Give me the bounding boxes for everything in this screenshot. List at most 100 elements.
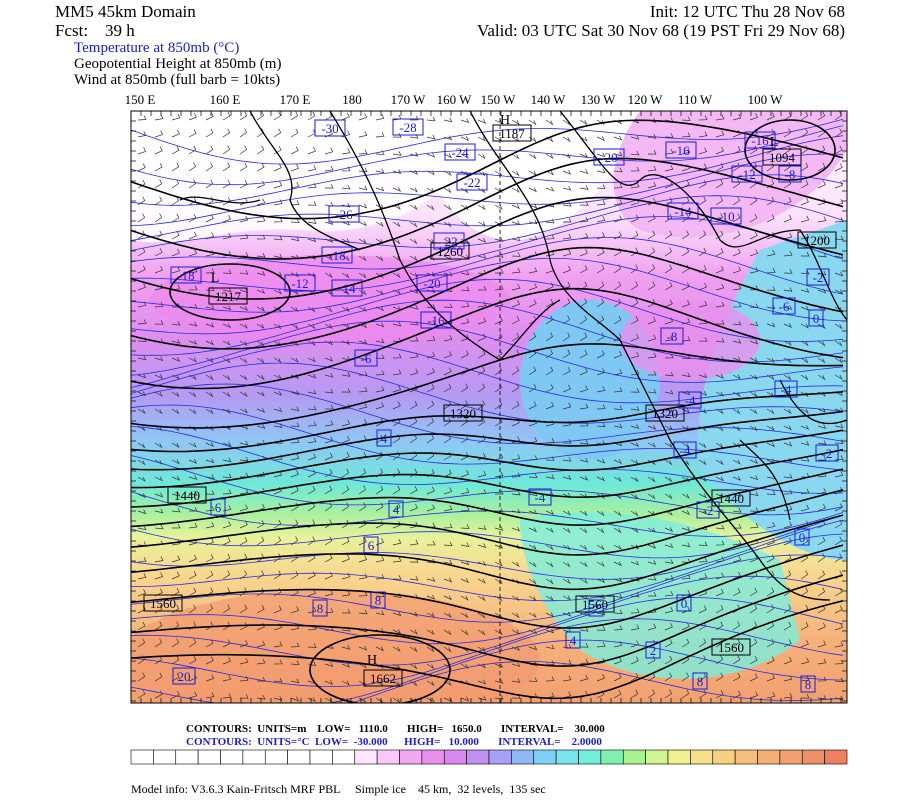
wind-barb xyxy=(443,351,452,359)
wind-barb xyxy=(205,179,214,189)
height-label: 1217 xyxy=(215,289,242,304)
wind-barb xyxy=(477,417,486,427)
wind-barb xyxy=(715,130,725,138)
wind-barb xyxy=(766,145,775,155)
wind-barb xyxy=(477,317,487,325)
temperature-label: -4 xyxy=(680,443,691,458)
wind-barb xyxy=(188,196,197,206)
wind-barb xyxy=(392,520,401,529)
wind-barb xyxy=(171,248,180,257)
wind-barb xyxy=(562,475,572,480)
wind-barb xyxy=(715,283,725,291)
wind-barb xyxy=(630,150,640,156)
wind-barb xyxy=(800,639,809,648)
wind-barb xyxy=(256,357,265,364)
wind-barb xyxy=(528,455,538,461)
wind-barb xyxy=(511,472,521,478)
wind-barb xyxy=(239,145,248,155)
wind-barb xyxy=(732,356,742,362)
wind-barb xyxy=(188,357,197,363)
wind-barb xyxy=(749,249,759,257)
footer: CONTOURS: UNITS=m LOW= 1110.0 HIGH= 1650… xyxy=(130,723,848,796)
wind-barb xyxy=(341,184,351,190)
wind-barb xyxy=(358,663,367,669)
wind-barb xyxy=(664,510,673,516)
wind-barb xyxy=(715,301,725,308)
wind-barb xyxy=(341,572,351,580)
wind-barb xyxy=(579,475,589,481)
wind-barb xyxy=(834,235,844,240)
wind-barb xyxy=(528,629,537,635)
wind-barb xyxy=(647,424,657,430)
wind-barb xyxy=(630,230,639,240)
wind-barb xyxy=(681,132,691,138)
wind-barb xyxy=(256,391,265,397)
wind-barb xyxy=(460,118,470,124)
wind-barb xyxy=(290,678,300,684)
wind-barb xyxy=(239,270,249,275)
wind-barb xyxy=(205,442,215,448)
longitude-label: 170 W xyxy=(391,92,427,107)
wind-barb xyxy=(630,672,639,682)
wind-barb xyxy=(358,609,368,615)
wind-barb xyxy=(341,272,350,279)
wind-barb xyxy=(171,321,181,326)
wind-barb xyxy=(817,180,826,189)
wind-barb xyxy=(562,457,572,462)
wind-barb xyxy=(800,587,809,597)
wind-barb xyxy=(392,289,401,295)
wind-barb xyxy=(545,282,554,291)
wind-barb xyxy=(630,182,640,189)
wind-barb xyxy=(766,357,775,363)
color-swatch xyxy=(757,749,781,765)
wind-barb xyxy=(613,281,622,291)
color-swatch xyxy=(242,749,266,765)
wind-barb xyxy=(460,595,469,601)
wind-barb xyxy=(817,694,827,700)
wind-barb xyxy=(715,540,725,546)
wind-barb xyxy=(256,340,265,347)
wind-barb xyxy=(596,232,605,240)
wind-barb xyxy=(222,639,231,648)
wind-barb xyxy=(324,340,333,346)
wind-barb xyxy=(800,693,810,699)
wind-barb xyxy=(647,672,656,682)
temperature-label-box xyxy=(710,207,742,225)
wind-barb xyxy=(698,179,707,189)
wind-barb xyxy=(426,646,435,653)
wind-barb xyxy=(409,401,418,410)
height-contour-info: CONTOURS: UNITS=m LOW= 1110.0 HIGH= 1650… xyxy=(186,723,605,735)
wind-barb xyxy=(596,216,606,223)
wind-barb xyxy=(358,485,367,495)
wind-barb xyxy=(409,187,418,193)
wind-barb xyxy=(205,506,215,512)
field-temperature: Temperature at 850mb (°C) xyxy=(74,40,239,56)
wind-barb xyxy=(698,459,707,466)
wind-barb xyxy=(647,560,657,565)
temperature-label-box xyxy=(321,246,353,264)
map-labels: H L L H 1217 1187 1094 1200 1260 1320 1320 1440 1440… xyxy=(143,113,839,693)
wind-barb xyxy=(358,272,367,279)
height-label: 1320 xyxy=(450,406,476,421)
wind-barb xyxy=(664,442,673,449)
wind-barb xyxy=(273,340,282,347)
wind-barb xyxy=(222,145,231,155)
wind-barb xyxy=(188,179,197,189)
wind-barb xyxy=(477,595,486,602)
wind-barb xyxy=(460,318,470,325)
wind-barb xyxy=(647,388,657,394)
wind-barb xyxy=(256,640,266,648)
wind-barb xyxy=(290,111,299,121)
pink-area xyxy=(613,111,847,238)
wind-barb xyxy=(290,390,300,396)
wind-barb xyxy=(477,366,486,376)
temperature-contour xyxy=(131,455,844,516)
wind-barb xyxy=(749,408,758,415)
wind-barb xyxy=(783,674,793,682)
temperature-label: -2 xyxy=(813,270,824,285)
wind-barb xyxy=(766,425,775,432)
wind-barb xyxy=(188,408,197,415)
wind-barb xyxy=(375,610,385,616)
wind-barb xyxy=(460,383,469,393)
wind-barb xyxy=(205,268,215,274)
